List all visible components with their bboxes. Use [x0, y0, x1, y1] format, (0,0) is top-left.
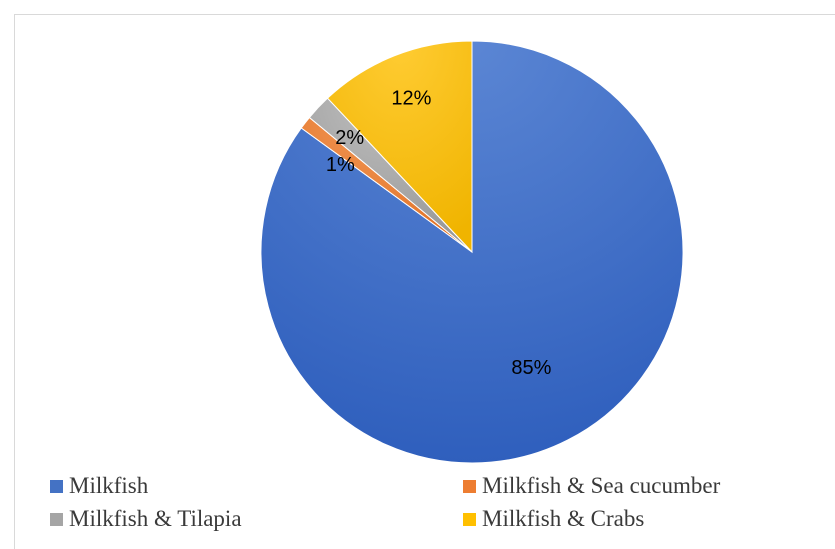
chart-frame — [14, 14, 835, 549]
pie-chart: 85% 1% 2% 12% — [260, 40, 684, 464]
data-label: 2% — [335, 127, 364, 149]
data-label: 1% — [326, 154, 355, 176]
data-label: 85% — [511, 357, 551, 379]
data-label: 12% — [391, 87, 431, 109]
pie-slice-milkfish-crabs — [326, 40, 473, 254]
